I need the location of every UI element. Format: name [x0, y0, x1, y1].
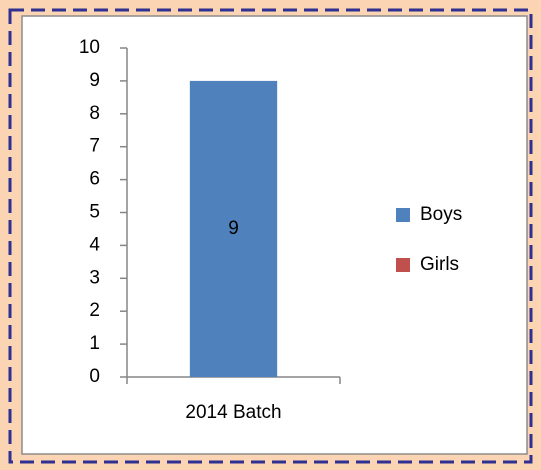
y-tick-label: 9	[89, 70, 100, 91]
data-label: 9	[228, 218, 239, 239]
y-tick-label: 2	[89, 300, 100, 321]
legend-label: Boys	[420, 204, 462, 225]
y-tick-label: 0	[89, 366, 100, 387]
y-tick-label: 10	[79, 37, 100, 58]
y-tick-label: 7	[89, 136, 100, 157]
legend-swatch	[396, 258, 410, 272]
y-tick-label: 6	[89, 169, 100, 190]
dashed-border	[8, 8, 533, 464]
legend-swatch	[396, 208, 410, 222]
bar-segment	[189, 80, 278, 378]
y-tick-label: 8	[89, 103, 100, 124]
y-tick-label: 4	[89, 234, 100, 255]
x-tick-label: 2014 Batch	[185, 402, 281, 423]
y-tick-label: 3	[89, 267, 100, 288]
legend-label: Girls	[420, 254, 459, 275]
y-tick-label: 1	[89, 333, 100, 354]
y-tick-label: 5	[89, 202, 100, 223]
